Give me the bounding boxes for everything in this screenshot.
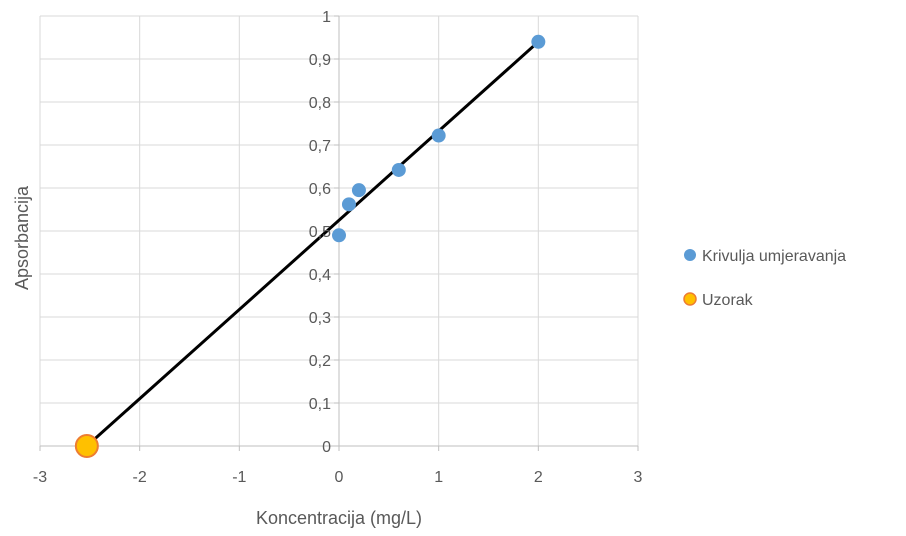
calibration-point: [341, 197, 356, 212]
y-tick-label: 1: [322, 9, 331, 26]
x-tick-label: 1: [434, 469, 443, 486]
sample-point: [74, 434, 99, 458]
calibration-point: [391, 162, 406, 177]
y-tick-label: 0,7: [309, 138, 331, 155]
x-axis-title: Koncentracija (mg/L): [256, 508, 422, 528]
y-tick-label: 0,8: [309, 95, 331, 112]
y-tick-label: 0: [322, 439, 331, 456]
y-tick-label: 0,9: [309, 52, 331, 69]
legend-label: Uzorak: [702, 292, 754, 309]
trendline-layer: [85, 40, 540, 448]
x-tick-label: 0: [335, 469, 344, 486]
y-tick-label: 0,6: [309, 181, 331, 198]
x-tick-label: -3: [33, 469, 47, 486]
legend: Krivulja umjeravanja Uzorak: [683, 248, 846, 309]
x-tick-label: 2: [534, 469, 543, 486]
calibration-point: [431, 128, 446, 143]
legend-marker: [683, 292, 697, 306]
x-tick-label: -1: [232, 469, 246, 486]
legend-marker: [684, 249, 696, 261]
y-tick-label: 0,2: [309, 353, 331, 370]
legend-label: Krivulja umjeravanja: [702, 248, 846, 265]
tick-labels-layer: -3 -2 -1 0 1 2 3 0 0,1 0,2 0,3 0,4 0,5 0,6 0,7 0,8 0,9 1: [33, 9, 643, 486]
calibration-point: [351, 183, 366, 198]
data-points-layer: [74, 34, 546, 458]
x-tick-label: 3: [634, 469, 643, 486]
y-tick-label: 0,5: [309, 224, 331, 241]
x-tick-label: -2: [133, 469, 147, 486]
y-axis-title: Apsorbancija: [12, 185, 32, 290]
calibration-point: [531, 34, 546, 49]
y-tick-label: 0,4: [309, 267, 331, 284]
y-tick-label: 0,3: [309, 310, 331, 327]
trendline: [85, 40, 540, 448]
y-tick-label: 0,1: [309, 396, 331, 413]
calibration-point: [332, 228, 346, 243]
